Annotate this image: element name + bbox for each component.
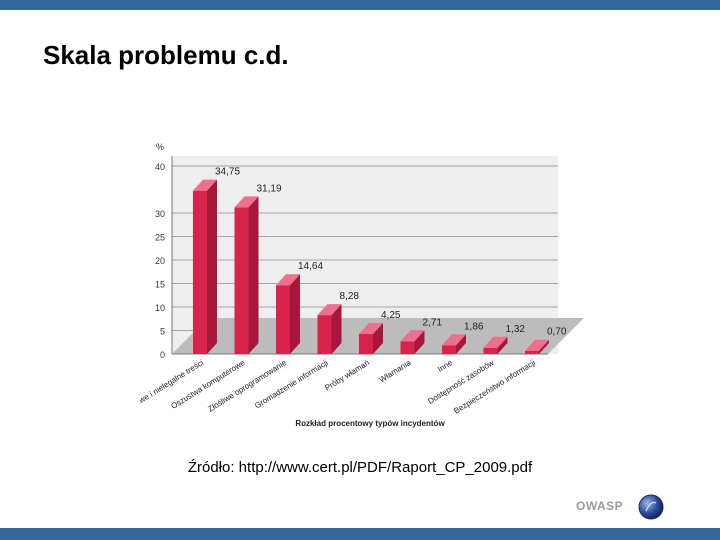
data-label: 8,28 [340,291,360,302]
x-tick-label: Bezpieczeństwo informacji [452,358,537,416]
y-tick-label: 10 [155,303,165,313]
owasp-globe-icon [638,494,664,520]
x-tick-label: Oszustwa komputerowe [169,358,247,411]
y-tick-label: 0 [160,350,165,360]
y-tick-label: 25 [155,233,165,243]
bar-top [193,179,217,191]
bar-side [331,304,342,354]
slide-title: Skala problemu c.d. [43,40,289,70]
bar-top [442,334,466,346]
bar-side [290,274,300,354]
bar-top [317,304,342,316]
bar-top [359,323,383,335]
bar-top [276,274,300,286]
bar [483,347,498,354]
bar-side [414,330,425,354]
x-axis-title: Rozkład procentowy typów incydentów [295,419,445,428]
bar-side [248,196,259,354]
bar-side [207,179,217,354]
y-tick-label: 30 [155,209,165,219]
x-tick-label: Złośliwe oprogramowanie [206,358,288,414]
bar-top [234,196,259,208]
y-tick-label: 5 [160,327,165,337]
bar-top [400,330,425,342]
owasp-logo-text: OWASP [576,499,624,513]
y-tick-label: 15 [155,280,165,290]
bar-top [483,336,508,348]
x-tick-label: Gromadzenie informacji [253,358,330,411]
data-label: 0,70 [547,327,567,338]
data-label: 2,71 [423,317,443,328]
bar [442,345,456,354]
data-label: 34,75 [215,167,240,178]
data-label: 14,64 [298,261,323,272]
bar [525,350,539,354]
y-unit-label: % [156,142,164,152]
bar [400,341,415,354]
bar [317,315,332,354]
data-label: 31,19 [257,183,282,194]
bar-side [456,334,466,354]
bar-top [525,339,549,351]
data-label: 1,32 [506,324,526,335]
bar-side [373,323,383,354]
x-tick-label: Włamania [378,358,413,385]
bar [359,334,373,354]
x-tick-label: Inne [436,358,454,374]
y-tick-label: 20 [155,256,165,266]
top-band [0,0,720,10]
data-label: 1,86 [464,321,484,332]
bar-side [539,339,549,354]
y-tick-label: 40 [155,162,165,172]
data-label: 4,25 [381,310,401,321]
bar [193,190,207,354]
source-citation: Źródło: http://www.cert.pl/PDF/Raport_CP… [187,459,533,476]
x-tick-label: Próby włamań [323,358,371,392]
bar [234,207,249,354]
bar-side [497,336,508,354]
bar [276,285,290,354]
bottom-band [0,528,720,540]
